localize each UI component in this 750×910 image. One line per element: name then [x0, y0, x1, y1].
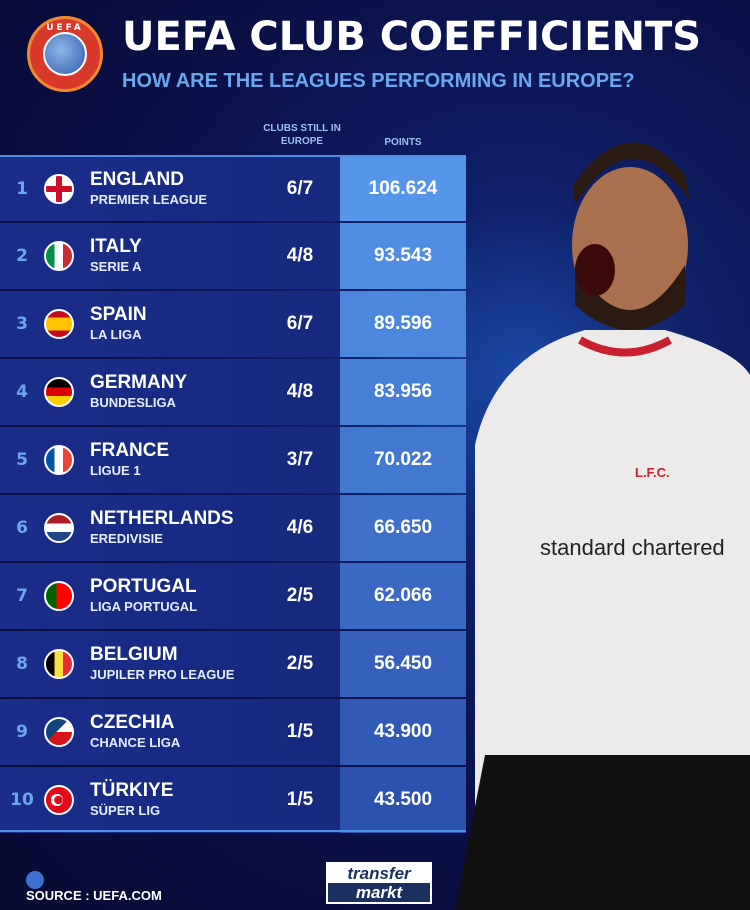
league: PREMIER LEAGUE	[90, 192, 208, 207]
decorative-dot	[26, 871, 44, 889]
rank: 10	[10, 790, 34, 810]
page-title: UEFA CLUB COEFFICIENTS	[122, 14, 702, 60]
points: 83.956	[340, 359, 466, 425]
clubs-remaining: 2/5	[286, 653, 314, 674]
country: CZECHIA	[90, 712, 175, 733]
clubs-remaining: 6/7	[286, 178, 314, 199]
clubs-remaining: 4/6	[286, 517, 314, 538]
table-row: 4 GERMANY BUNDESLIGA 4/8 83.956	[0, 359, 466, 425]
italy-flag-icon	[44, 241, 74, 271]
league-name: PORTUGAL LIGA PORTUGAL	[90, 576, 270, 616]
france-flag-icon	[44, 445, 74, 475]
player-photo: standard chartered L.F.C.	[455, 142, 750, 910]
germany-flag-icon	[44, 377, 74, 407]
league: EREDIVISIE	[90, 531, 163, 546]
portugal-flag-icon	[44, 581, 74, 611]
points: 56.450	[340, 631, 466, 697]
league-name: SPAIN LA LIGA	[90, 304, 270, 344]
table-row: 6 NETHERLANDS EREDIVISIE 4/6 66.650	[0, 495, 466, 561]
clubs-remaining: 4/8	[286, 245, 314, 266]
league-name: NETHERLANDS EREDIVISIE	[90, 508, 270, 548]
league-name: ENGLAND PREMIER LEAGUE	[90, 169, 270, 209]
points: 62.066	[340, 563, 466, 629]
points: 66.650	[340, 495, 466, 561]
rank: 2	[16, 246, 28, 266]
rank: 8	[16, 654, 28, 674]
transfermarkt-logo: transfer markt	[326, 862, 432, 904]
clubs-remaining: 1/5	[286, 789, 314, 810]
league: BUNDESLIGA	[90, 395, 176, 410]
table-row: 8 BELGIUM JUPILER PRO LEAGUE 2/5 56.450	[0, 631, 466, 697]
netherlands-flag-icon	[44, 513, 74, 543]
league: SERIE A	[90, 259, 142, 274]
czechia-flag-icon	[44, 717, 74, 747]
rank: 3	[16, 314, 28, 334]
table-row: 1 ENGLAND PREMIER LEAGUE 6/7 106.624	[0, 155, 466, 221]
league: LIGUE 1	[90, 463, 141, 478]
league: JUPILER PRO LEAGUE	[90, 667, 235, 682]
brand-line2: markt	[328, 883, 430, 902]
brand-line1: transfer	[347, 864, 411, 883]
points: 106.624	[340, 157, 466, 221]
clubs-remaining: 3/7	[286, 449, 314, 470]
country: ENGLAND	[90, 169, 184, 190]
country: ITALY	[90, 236, 142, 257]
sponsor-text: standard chartered	[540, 535, 725, 560]
country: GERMANY	[90, 372, 188, 393]
league-name: BELGIUM JUPILER PRO LEAGUE	[90, 644, 270, 684]
coefficient-table: 1 ENGLAND PREMIER LEAGUE 6/7 106.624 2 ITA…	[0, 155, 466, 835]
crest-text: L.F.C.	[635, 465, 670, 480]
page-subtitle: HOW ARE THE LEAGUES PERFORMING IN EUROPE…	[122, 70, 635, 92]
league-name: CZECHIA CHANCE LIGA	[90, 712, 270, 752]
country: NETHERLANDS	[90, 508, 234, 529]
table-row: 2 ITALY SERIE A 4/8 93.543	[0, 223, 466, 289]
clubs-remaining: 1/5	[286, 721, 314, 742]
spain-flag-icon	[44, 309, 74, 339]
rank: 4	[16, 382, 28, 402]
country: FRANCE	[90, 440, 170, 461]
league: CHANCE LIGA	[90, 735, 181, 750]
clubs-remaining: 6/7	[286, 313, 314, 334]
column-header-points: POINTS	[384, 137, 422, 148]
rank: 7	[16, 586, 28, 606]
league-name: GERMANY BUNDESLIGA	[90, 372, 270, 412]
belgium-flag-icon	[44, 649, 74, 679]
points: 43.500	[340, 767, 466, 833]
england-flag-icon	[44, 174, 74, 204]
country: TÜRKIYE	[90, 780, 174, 801]
points: 89.596	[340, 291, 466, 357]
clubs-remaining: 2/5	[286, 585, 314, 606]
rank: 5	[16, 450, 28, 470]
rank: 6	[16, 518, 28, 538]
rank: 9	[16, 722, 28, 742]
country: BELGIUM	[90, 644, 178, 665]
table-row: 3 SPAIN LA LIGA 6/7 89.596	[0, 291, 466, 357]
uefa-logo: UEFA	[27, 16, 103, 92]
table-row: 9 CZECHIA CHANCE LIGA 1/5 43.900	[0, 699, 466, 765]
table-row: 10 TÜRKIYE SÜPER LIG 1/5 43.500	[0, 767, 466, 833]
league-name: FRANCE LIGUE 1	[90, 440, 270, 480]
column-header-clubs: CLUBS STILL IN EUROPE	[263, 123, 341, 147]
clubs-remaining: 4/8	[286, 381, 314, 402]
turkiye-flag-icon	[44, 785, 74, 815]
country: SPAIN	[90, 304, 147, 325]
points: 70.022	[340, 427, 466, 493]
league: LIGA PORTUGAL	[90, 599, 198, 614]
points: 43.900	[340, 699, 466, 765]
points: 93.543	[340, 223, 466, 289]
league: SÜPER LIG	[90, 803, 161, 818]
source-text: SOURCE : UEFA.COM	[26, 888, 162, 903]
divider	[0, 830, 466, 832]
rank: 1	[16, 179, 28, 199]
league-name: ITALY SERIE A	[90, 236, 270, 276]
table-row: 7 PORTUGAL LIGA PORTUGAL 2/5 62.066	[0, 563, 466, 629]
country: PORTUGAL	[90, 576, 197, 597]
league-name: TÜRKIYE SÜPER LIG	[90, 780, 270, 820]
table-row: 5 FRANCE LIGUE 1 3/7 70.022	[0, 427, 466, 493]
league: LA LIGA	[90, 327, 142, 342]
